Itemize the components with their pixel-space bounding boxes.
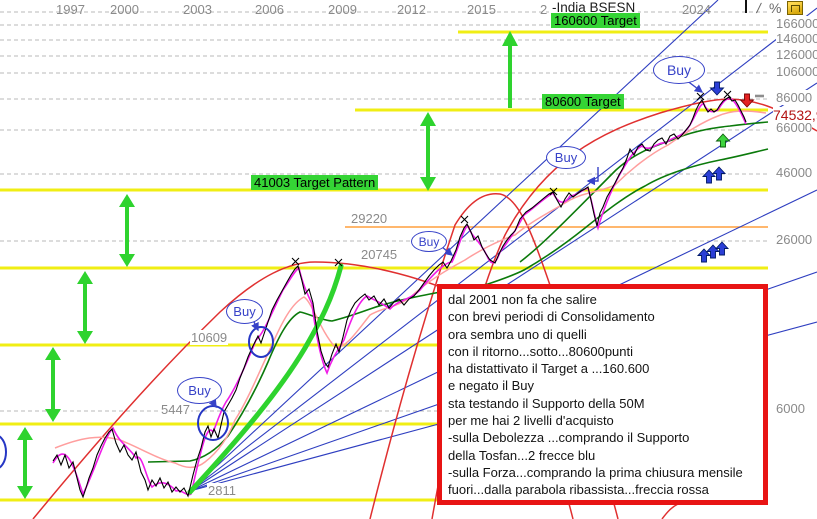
measured-move-arrows xyxy=(17,31,518,499)
bull-trendline-thick-green xyxy=(187,263,344,495)
blue-up-arrow-marker xyxy=(711,166,727,181)
note-line: della Tosfan...2 frecce blu xyxy=(448,447,596,463)
x-tick-2012: 2012 xyxy=(397,2,426,17)
note-line: ora sembra uno di quelli xyxy=(448,326,587,342)
buy-connector-arrows xyxy=(208,79,704,409)
y-tick-126000: 126000 xyxy=(776,47,817,62)
swing-label-5447: 5447 xyxy=(160,402,191,417)
chart-title: -India BSESN xyxy=(549,0,639,15)
buy-signal-label: Buy xyxy=(666,62,692,78)
x-tick-1997: 1997 xyxy=(56,2,85,17)
x-tick-2015: 2015 xyxy=(467,2,496,17)
current-price-label: 74532,9 xyxy=(773,107,817,123)
buy-signal-label: Buy xyxy=(554,150,578,165)
note-line: per me hai 2 livelli d'acquisto xyxy=(448,413,614,429)
blue-up-arrow-marker xyxy=(714,241,730,256)
x-tick-2018-partial: 2 xyxy=(540,2,548,17)
buy-signal-2014: Buy xyxy=(411,231,447,252)
buy-signal-label: Buy xyxy=(188,383,211,398)
buy-signal-2004: Buy xyxy=(177,377,222,404)
blue-down-arrow-marker xyxy=(709,81,725,96)
buy-signal-label: Buy xyxy=(418,234,440,249)
target-label-80600: 80600 Target xyxy=(542,94,624,109)
percent-scale-icon[interactable]: % xyxy=(769,0,782,16)
swing-label-10609: 10609 xyxy=(190,330,229,345)
ma-magenta xyxy=(52,97,747,497)
parabola-touch-x-marks xyxy=(291,90,732,267)
buy-signal-2006: Buy xyxy=(226,299,263,324)
note-line: dal 2001 non fa che salire xyxy=(448,292,597,307)
note-line: ha distattivato il Target a ...160.600 xyxy=(448,361,650,377)
swing-label-29220: 29220 xyxy=(350,211,389,226)
signal-marker-arrows xyxy=(696,81,764,263)
x-tick-2000: 2000 xyxy=(110,2,139,17)
x-tick-2024: 2024 xyxy=(682,2,711,17)
target-label-41003: 41003 Target Pattern xyxy=(251,175,379,190)
note-line: con brevi periodi di Consolidamento xyxy=(448,309,655,325)
ma-dark-green-50m xyxy=(147,148,769,463)
buy-signal-2024: Buy xyxy=(653,56,705,84)
y-tick-46000: 46000 xyxy=(776,165,813,180)
price-line xyxy=(52,96,747,499)
target-label-160600: 160600 Target xyxy=(551,13,640,28)
buy-signal-2020: Buy xyxy=(546,146,586,169)
swing-label-20745: 20745 xyxy=(360,247,399,262)
note-line: -sulla Debolezza ...comprando il Support… xyxy=(448,430,690,446)
note-line: con il ritorno...sotto...80600punti xyxy=(448,343,634,359)
chart-settings-icon[interactable] xyxy=(787,1,803,15)
y-tick-86000: 86000 xyxy=(776,90,813,105)
blue-up-arrow-marker xyxy=(696,248,712,263)
analysis-note-box: dal 2001 non fa che salire con brevi per… xyxy=(437,284,768,505)
crosshair-cursor-bar xyxy=(745,0,747,13)
y-tick-26000: 26000 xyxy=(776,232,813,247)
y-tick-66000: 66000 xyxy=(776,120,813,135)
y-tick-146000: 146000 xyxy=(776,31,817,46)
swing-label-2811: 2811 xyxy=(207,483,237,498)
note-line: -sulla Forza...comprando la prima chiusu… xyxy=(448,464,743,480)
x-tick-2009: 2009 xyxy=(328,2,357,17)
y-tick-166000: 166000 xyxy=(776,16,817,31)
x-tick-2006: 2006 xyxy=(255,2,284,17)
parabola-tail xyxy=(661,503,679,519)
note-line: e negato il Buy xyxy=(448,378,535,394)
y-tick-6000: 6000 xyxy=(776,401,805,416)
x-tick-2003: 2003 xyxy=(183,2,212,17)
blue-up-arrow-marker xyxy=(701,169,717,184)
note-line: fuori...dalla parabola ribassista...frec… xyxy=(448,482,709,498)
green-up-arrow-marker xyxy=(715,133,731,148)
red-down-arrow-marker xyxy=(739,93,755,108)
note-line: sta testando il Supporto della 50M xyxy=(448,395,645,411)
y-tick-106000: 106000 xyxy=(776,64,817,79)
buy-signal-label: Buy xyxy=(233,304,256,319)
